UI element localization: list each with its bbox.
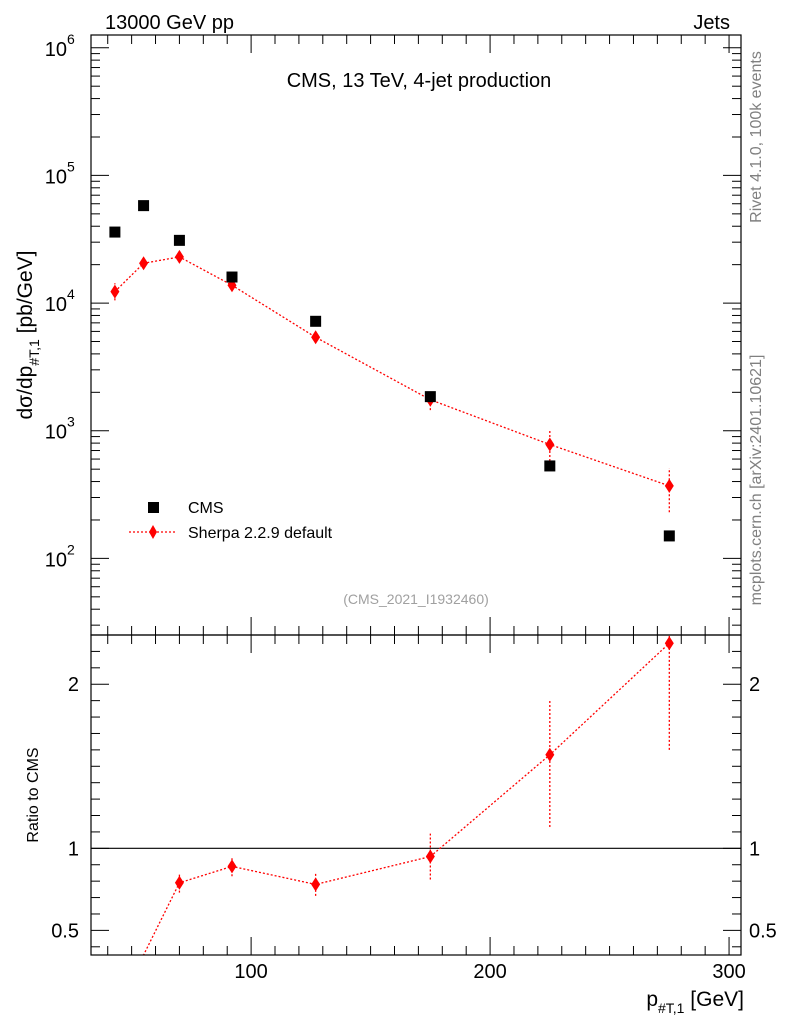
ylabel-main: dσ/dp [14,366,37,420]
cms-point [109,226,121,238]
ratio-y-ticks: 0.5 0.5 1 1 2 2 [51,650,777,948]
cms-point [226,271,238,283]
ratio-y-tick-label: 1 [68,838,79,860]
main-y-tick-exponent: 5 [67,158,75,174]
ratio-panel: 0.5 0.5 1 1 2 2 100 200 300 Ratio to CMS p#T,1 … [25,634,777,1016]
main-y-axis-label: dσ/dp#T,1 [pb/GeV] [14,250,42,419]
xlabel-unit: [GeV] [684,988,744,1011]
ratio-x-tick-label: 300 [712,961,745,983]
ratio-x-tick-label: 200 [473,961,506,983]
svg-text:dσ/dp#T,1 [pb/GeV]: dσ/dp#T,1 [pb/GeV] [14,250,42,419]
plot-title: CMS, 13 TeV, 4-jet production [287,70,552,92]
ratio-point [425,849,435,864]
ratio-point [311,877,321,892]
legend-sherpa-marker [149,525,157,539]
sherpa-point [139,256,149,271]
cms-point [544,460,556,472]
mcplots-url-label: mcplots.cern.ch [arXiv:2401.10621] [748,355,765,606]
x-axis-label: p#T,1 [GeV] [646,988,744,1016]
main-y-tick-exponent: 6 [67,31,75,47]
ratio-y-axis-label: Ratio to CMS [25,747,42,842]
ratio-point [545,747,555,762]
main-y-tick-exponent: 4 [67,286,75,302]
ratio-line [132,642,670,955]
main-y-tick-label: 10 [45,422,67,444]
main-y-tick-label: 10 [45,166,67,188]
analysis-tag: (CMS_2021_I1932460) [343,591,489,607]
xlabel-main: p [646,988,658,1011]
ratio-x-ticks: 100 200 300 [107,635,746,983]
main-plot-marks [109,200,675,542]
cms-point [173,234,185,246]
main-y-tick-exponent: 2 [67,541,75,557]
main-y-tick-label: 10 [45,39,67,61]
ylabel-unit: [pb/GeV] [14,250,37,339]
ratio-x-tick-label: 100 [234,961,267,983]
ratio-plot-marks [91,635,741,955]
header-right-label: Jets [693,12,730,34]
sherpa-point [110,284,120,299]
sherpa-point [545,437,555,452]
cms-point [310,315,322,327]
ratio-y-tick-label-right: 2 [749,674,760,696]
sherpa-line [114,256,670,487]
ylabel-sub: #T,1 [26,339,42,366]
ratio-y-tick-label-right: 1 [749,838,760,860]
ratio-plot-frame [90,634,742,956]
main-x-ticks [107,35,730,635]
legend-sherpa-label: Sherpa 2.2.9 default [188,525,333,542]
main-plot-frame [90,34,742,636]
sherpa-point [174,249,184,264]
header-left-label: 13000 GeV pp [105,12,234,34]
sherpa-point [664,478,674,493]
main-y-tick-label: 10 [45,549,67,571]
xlabel-sub: #T,1 [658,1000,685,1016]
rivet-version-label: Rivet 4.1.0, 100k events [748,51,765,223]
sherpa-point [311,330,321,345]
ratio-y-tick-label: 2 [68,674,79,696]
cms-point [424,391,436,403]
svg-text:p#T,1 [GeV]: p#T,1 [GeV] [646,988,744,1016]
ratio-point [174,875,184,890]
legend-cms-marker [148,502,159,513]
legend: CMS Sherpa 2.2.9 default [129,500,333,542]
ratio-y-tick-label: 0.5 [51,920,79,942]
main-y-tick-exponent: 3 [67,414,75,430]
ratio-point [664,636,674,651]
legend-cms-label: CMS [188,500,224,517]
ratio-point [227,859,237,874]
ratio-y-tick-label-right: 0.5 [749,920,777,942]
cms-point [138,200,150,212]
main-y-tick-label: 10 [45,294,67,316]
cms-point [663,530,675,542]
